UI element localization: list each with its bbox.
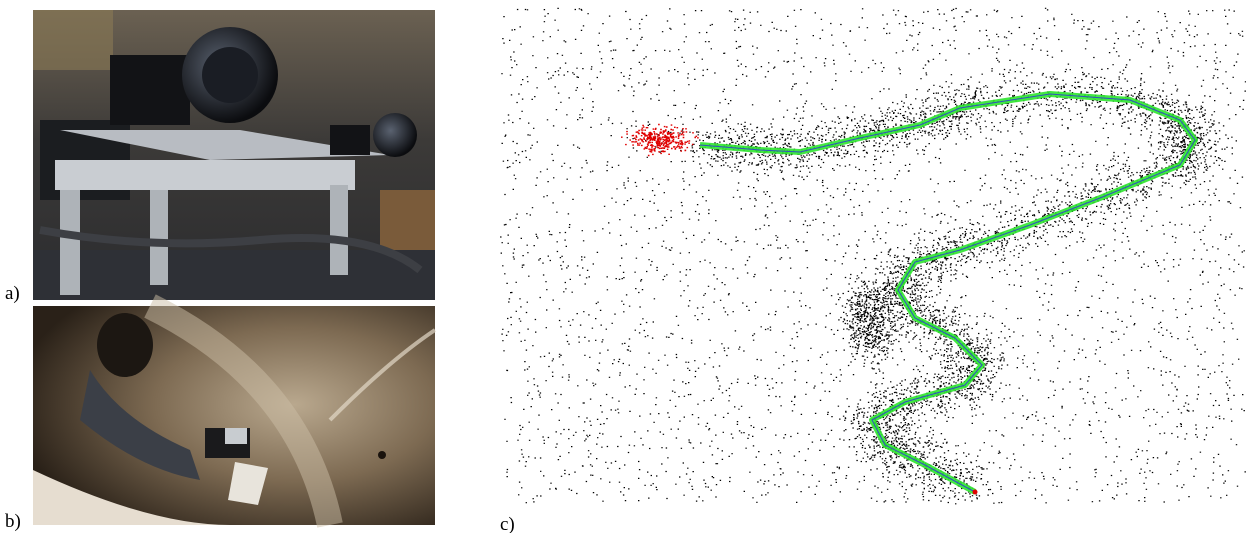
point-cloud-panel: [500, 8, 1246, 504]
photo-a: [33, 10, 435, 300]
figure: a) b) c): [0, 0, 1246, 533]
panel-label: c): [500, 514, 515, 533]
panel-label: b): [5, 511, 21, 532]
panel-label: a): [5, 283, 20, 304]
trajectory-band: [700, 94, 1195, 492]
photo-b: [33, 306, 435, 525]
map-points: [500, 8, 1246, 504]
highlighted-points: [621, 125, 699, 156]
end-point: [973, 490, 978, 495]
